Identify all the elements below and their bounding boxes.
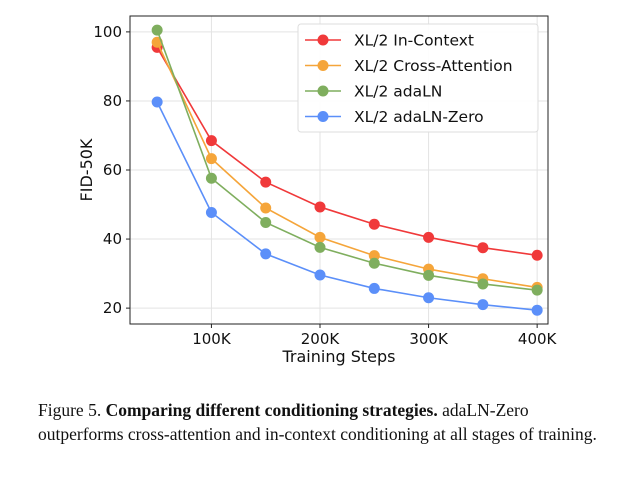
data-point — [151, 24, 163, 36]
data-point — [314, 241, 326, 253]
legend-label: XL/2 In-Context — [354, 32, 474, 50]
x-tick-label: 200K — [301, 330, 341, 348]
y-tick-label: 80 — [103, 92, 122, 110]
x-tick-label: 300K — [409, 330, 449, 348]
data-point — [368, 257, 380, 269]
legend-label: XL/2 Cross-Attention — [354, 57, 513, 75]
data-point — [314, 201, 326, 213]
y-tick-label: 60 — [103, 161, 122, 179]
caption-title: Comparing different conditioning strateg… — [105, 400, 438, 420]
data-point — [477, 278, 489, 290]
y-tick-label: 100 — [93, 23, 122, 41]
data-point — [531, 284, 543, 296]
legend-box — [297, 23, 539, 133]
y-axis-label: FID-50K — [77, 138, 96, 201]
data-point — [423, 292, 435, 304]
data-point — [205, 172, 217, 184]
data-point — [260, 202, 272, 214]
data-point — [531, 249, 543, 261]
data-point — [368, 218, 380, 230]
legend: XL/2 In-Context XL/2 Cross-Attention XL/2 … — [297, 23, 539, 133]
data-point — [205, 135, 217, 147]
data-point — [368, 250, 380, 262]
data-point — [314, 231, 326, 243]
series-line — [156, 47, 538, 257]
data-point — [477, 242, 489, 254]
series-3 — [151, 96, 543, 316]
data-point — [205, 153, 217, 165]
series-layer — [151, 24, 543, 316]
series-2 — [151, 24, 543, 296]
legend-marker — [317, 85, 329, 97]
y-tick-label: 20 — [103, 299, 122, 317]
data-point — [423, 269, 435, 281]
data-point — [260, 248, 272, 260]
data-point — [368, 282, 380, 294]
legend-label: XL/2 adaLN — [354, 83, 442, 101]
x-tick-label: 400K — [518, 330, 558, 348]
data-point — [531, 304, 543, 316]
data-point — [205, 206, 217, 218]
line-chart: 100K 200K 300K 400K 20 40 60 80 100 XL/2 In-Cont… — [77, 15, 558, 366]
data-point — [260, 176, 272, 188]
ticks: 100K 200K 300K 400K 20 40 60 80 100 — [93, 23, 557, 348]
legend-marker — [317, 60, 329, 71]
x-axis-label: Training Steps — [282, 347, 396, 366]
legend-label: XL/2 adaLN-Zero — [354, 108, 484, 126]
series-line — [156, 101, 538, 311]
series-0 — [151, 41, 543, 261]
legend-marker — [317, 34, 329, 46]
caption-label: Figure 5. — [38, 400, 102, 420]
x-tick-label: 100K — [192, 330, 232, 348]
data-point — [477, 299, 489, 311]
figure-caption: Figure 5. Comparing different conditioni… — [38, 398, 598, 446]
data-point — [314, 269, 326, 281]
caption-body: adaLN-Zero outperforms cross-attention a… — [38, 400, 597, 444]
y-tick-label: 40 — [103, 230, 122, 248]
series-line — [156, 29, 538, 291]
data-point — [423, 231, 435, 243]
data-point — [151, 96, 163, 108]
series-line — [156, 41, 538, 289]
data-point — [260, 216, 272, 228]
legend-marker — [317, 111, 329, 122]
